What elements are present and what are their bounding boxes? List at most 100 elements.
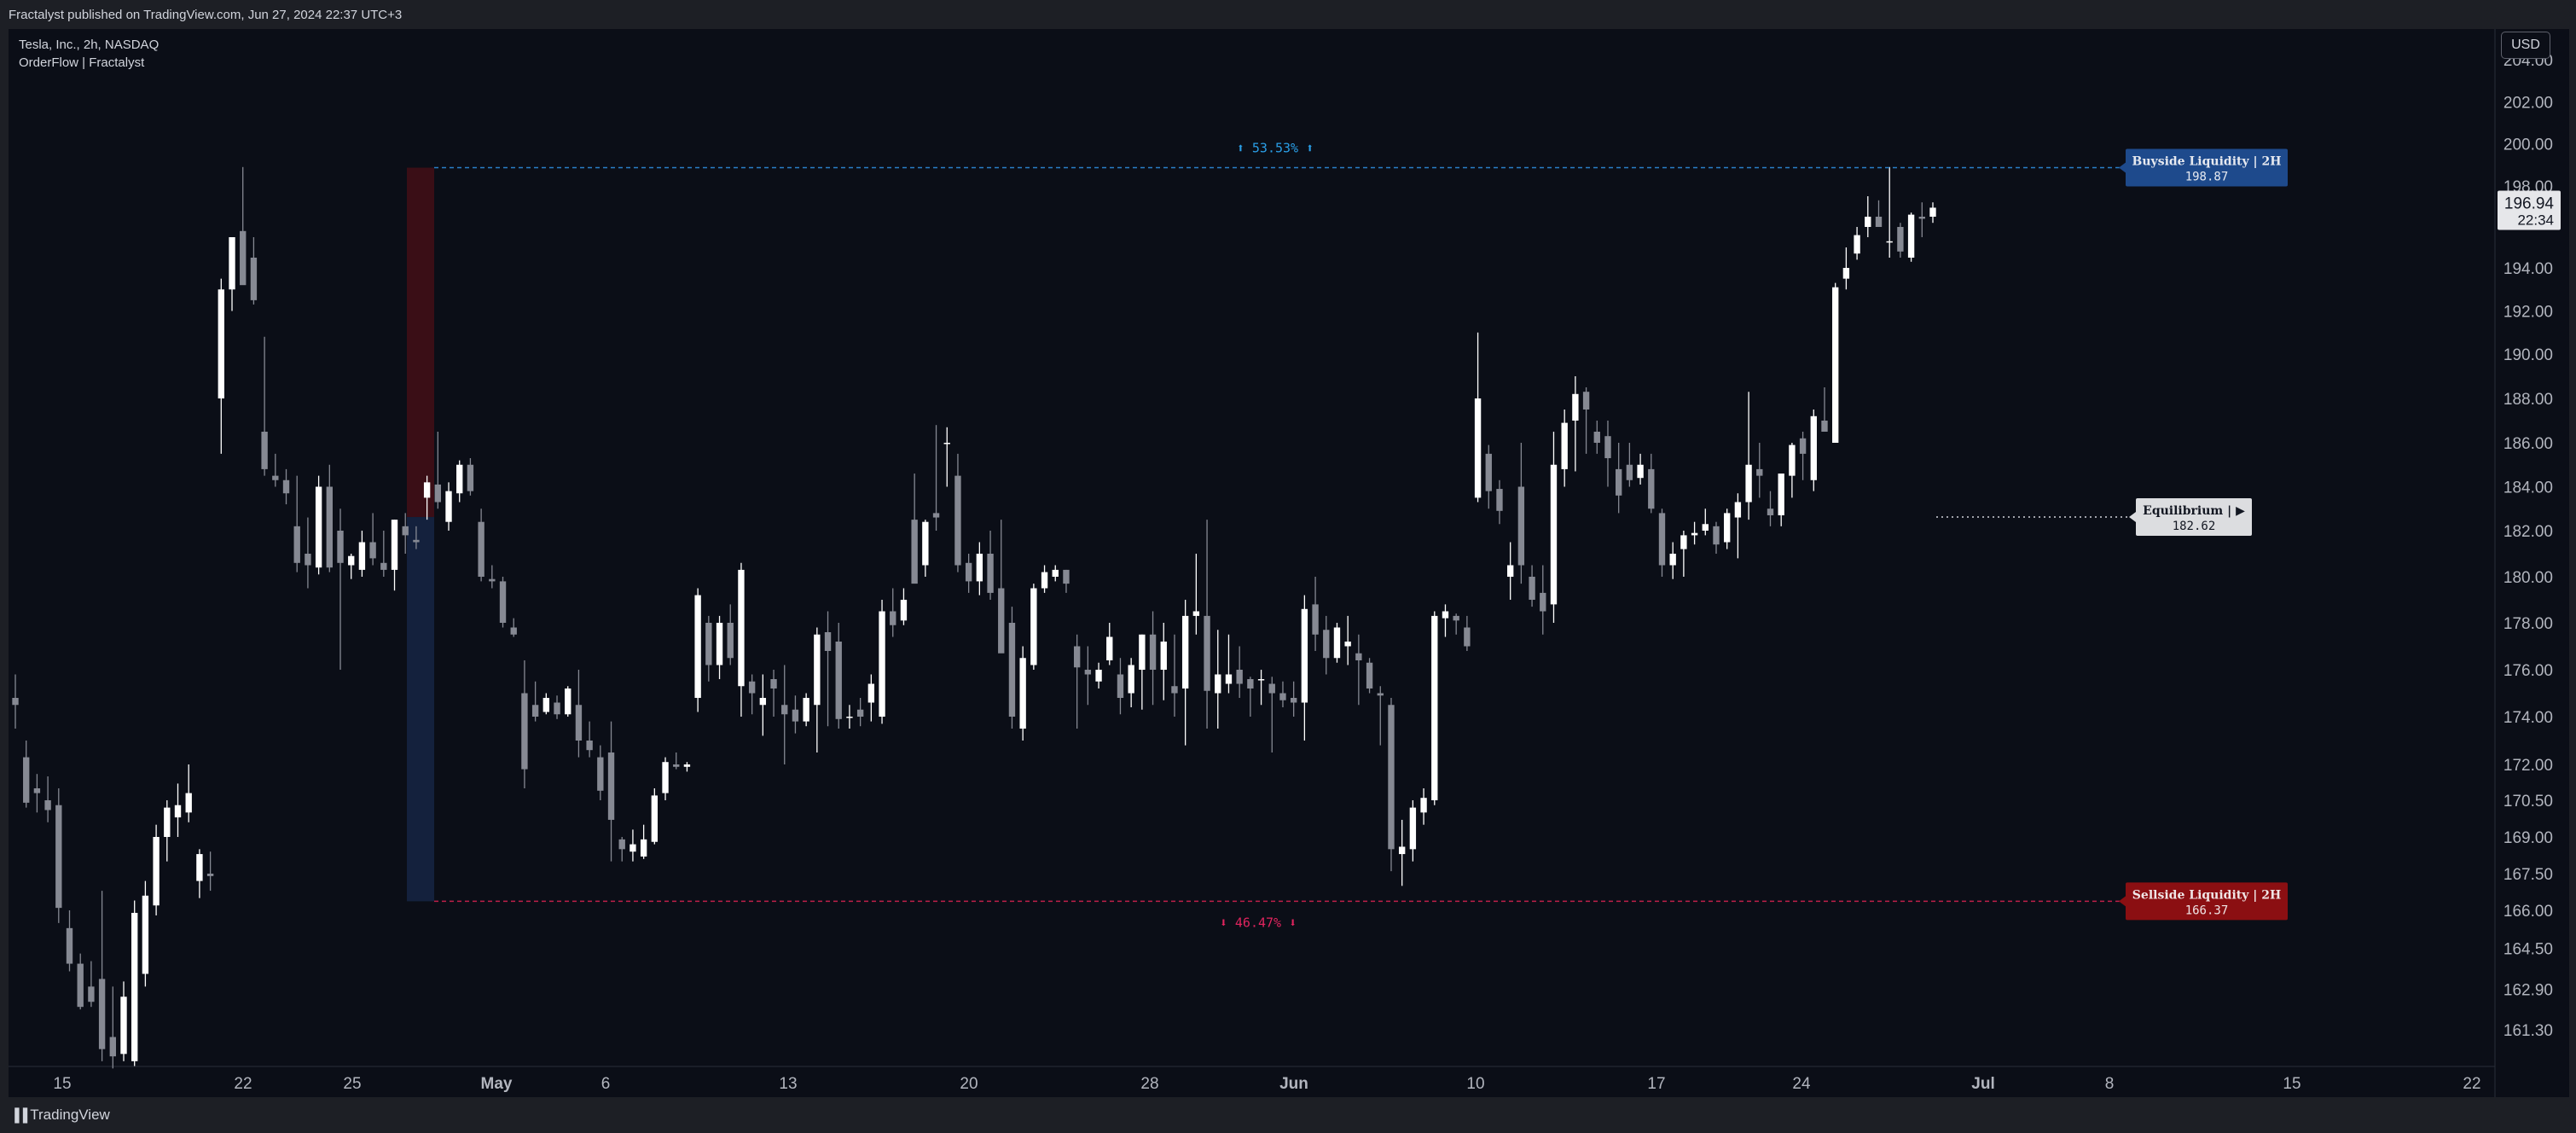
candle[interactable]	[1529, 565, 1535, 607]
candle[interactable]	[565, 686, 571, 717]
candle[interactable]	[1355, 634, 1362, 706]
candle[interactable]	[694, 588, 701, 712]
candle[interactable]	[174, 783, 182, 837]
candle[interactable]	[607, 721, 615, 862]
candle[interactable]	[1593, 421, 1600, 454]
candle[interactable]	[987, 531, 994, 600]
candle[interactable]	[1160, 623, 1167, 700]
candle[interactable]	[1128, 658, 1134, 707]
candle[interactable]	[1333, 623, 1341, 663]
candle[interactable]	[835, 623, 842, 729]
candle[interactable]	[23, 741, 30, 808]
candle[interactable]	[423, 475, 431, 520]
candle[interactable]	[1561, 410, 1568, 487]
candle[interactable]	[1268, 677, 1275, 752]
candle[interactable]	[879, 600, 885, 724]
candle[interactable]	[1734, 493, 1742, 559]
sellside-label-box[interactable]	[2126, 882, 2288, 921]
candle[interactable]	[1019, 646, 1026, 741]
tradingview-brand[interactable]: ▐▐ TradingView	[10, 1107, 110, 1124]
candle[interactable]	[716, 615, 723, 679]
candle[interactable]	[640, 824, 647, 859]
candle[interactable]	[1192, 554, 1200, 635]
candle[interactable]	[976, 542, 983, 596]
candle[interactable]	[1388, 698, 1395, 872]
candle[interactable]	[1821, 387, 1828, 432]
candle[interactable]	[282, 468, 290, 505]
candle[interactable]	[943, 427, 950, 487]
candle[interactable]	[738, 562, 745, 717]
candle[interactable]	[781, 665, 788, 765]
candle[interactable]	[954, 453, 961, 572]
candle[interactable]	[478, 508, 484, 582]
candle[interactable]	[662, 757, 669, 800]
candle[interactable]	[1907, 212, 1915, 262]
candle[interactable]	[1626, 443, 1633, 487]
candle[interactable]	[109, 986, 116, 1069]
candle[interactable]	[1323, 615, 1330, 675]
candle[interactable]	[759, 674, 767, 736]
candle[interactable]	[1063, 569, 1070, 593]
candle[interactable]	[1030, 584, 1037, 670]
candle[interactable]	[1236, 646, 1243, 699]
candle[interactable]	[1008, 607, 1016, 729]
candle[interactable]	[250, 237, 258, 305]
candle[interactable]	[846, 705, 853, 729]
candle[interactable]	[1713, 521, 1720, 554]
candle[interactable]	[1604, 421, 1611, 487]
candle[interactable]	[1442, 604, 1449, 637]
candle[interactable]	[402, 513, 409, 554]
candle[interactable]	[1658, 508, 1666, 577]
candle[interactable]	[1139, 634, 1146, 710]
candle[interactable]	[413, 526, 420, 549]
candle[interactable]	[305, 517, 311, 589]
candle[interactable]	[683, 762, 691, 772]
candle[interactable]	[1745, 392, 1752, 520]
candle[interactable]	[1897, 223, 1904, 258]
candle[interactable]	[55, 788, 62, 923]
candle[interactable]	[792, 695, 799, 734]
candle[interactable]	[1810, 410, 1817, 491]
candle[interactable]	[673, 752, 680, 770]
candle[interactable]	[1832, 282, 1839, 443]
candle[interactable]	[1052, 565, 1059, 582]
candle[interactable]	[66, 910, 73, 972]
candle[interactable]	[348, 554, 355, 579]
candle[interactable]	[922, 520, 929, 577]
candle[interactable]	[1181, 600, 1189, 746]
candle[interactable]	[142, 880, 149, 987]
candle[interactable]	[1875, 200, 1883, 227]
candle[interactable]	[521, 660, 528, 788]
candle[interactable]	[1117, 658, 1124, 715]
candle[interactable]	[489, 565, 496, 589]
candle[interactable]	[1464, 615, 1471, 651]
candle[interactable]	[1789, 443, 1796, 498]
candle[interactable]	[1095, 662, 1102, 689]
candle[interactable]	[1929, 202, 1936, 224]
candle[interactable]	[1431, 611, 1438, 805]
candle[interactable]	[1842, 247, 1850, 290]
candle[interactable]	[1691, 521, 1698, 545]
candle[interactable]	[932, 425, 940, 531]
candle[interactable]	[467, 458, 474, 496]
candle[interactable]	[1702, 508, 1709, 536]
candle[interactable]	[272, 453, 279, 487]
candle[interactable]	[98, 891, 106, 1061]
buyside-label-box[interactable]	[2126, 148, 2288, 187]
last-price-tag[interactable]	[2498, 190, 2561, 230]
candle[interactable]	[1582, 387, 1590, 454]
candle[interactable]	[1648, 453, 1655, 514]
candle[interactable]	[1420, 788, 1427, 825]
candle[interactable]	[456, 460, 463, 503]
candle[interactable]	[727, 604, 734, 665]
candle[interactable]	[618, 837, 625, 862]
candle[interactable]	[965, 554, 972, 593]
equilibrium-label-box[interactable]	[2136, 498, 2252, 537]
candle[interactable]	[824, 611, 832, 727]
candle[interactable]	[380, 531, 387, 577]
candle[interactable]	[326, 464, 333, 572]
candle[interactable]	[185, 764, 192, 822]
candle[interactable]	[196, 849, 203, 898]
candle[interactable]	[1366, 658, 1373, 694]
